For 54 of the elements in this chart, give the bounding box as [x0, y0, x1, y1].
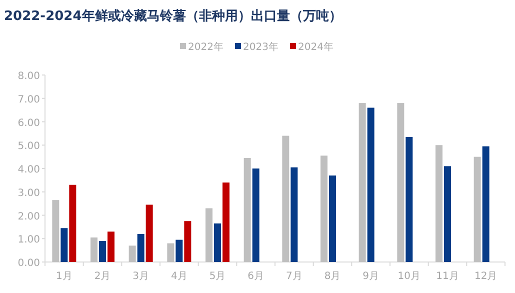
bar: [206, 208, 212, 262]
bar: [290, 167, 298, 262]
x-tick-label: 2月: [94, 271, 111, 282]
bar: [69, 184, 76, 262]
y-tick-label: 1.00: [18, 234, 40, 246]
bar: [252, 168, 260, 262]
bar: [329, 176, 336, 262]
legend-label: 2024年: [298, 41, 334, 53]
legend-label: 2022年: [188, 41, 224, 53]
y-tick-label: 5.00: [18, 141, 40, 152]
x-tick-label: 1月: [56, 271, 72, 282]
y-tick-label: 7.00: [18, 94, 40, 106]
chart-title: 2022-2024年鲜或冷藏马铃薯（非种用）出口量（万吨）: [4, 8, 342, 24]
x-tick-label: 9月: [362, 271, 380, 282]
bar: [90, 237, 98, 262]
bar: [320, 156, 328, 262]
bar: [99, 240, 106, 262]
bar: [436, 145, 442, 262]
y-tick-label: 0.00: [18, 258, 40, 269]
legend-label: 2023年: [243, 41, 278, 53]
bar: [358, 103, 366, 262]
bar: [52, 200, 60, 262]
bar: [137, 234, 144, 262]
x-tick-label: 8月: [324, 271, 341, 282]
x-tick-label: 11月: [436, 271, 459, 282]
y-tick-label: 4.00: [18, 164, 40, 176]
bar: [222, 182, 230, 262]
x-tick-label: 7月: [286, 271, 302, 282]
bar: [406, 136, 413, 262]
x-tick-label: 5月: [209, 271, 226, 282]
bar: [474, 156, 481, 262]
bar: [444, 166, 451, 262]
x-tick-label: 3月: [132, 271, 150, 282]
bar: [60, 228, 68, 262]
bar: [397, 103, 404, 262]
bar: [282, 136, 290, 262]
bar: [167, 243, 174, 262]
bar: [176, 240, 183, 262]
bar: [184, 221, 192, 262]
y-tick-label: 3.00: [18, 188, 40, 199]
y-tick-label: 2.00: [18, 211, 40, 222]
bar: [367, 108, 374, 262]
bar: [146, 204, 153, 262]
bar: [244, 158, 251, 262]
y-tick-label: 8.00: [18, 71, 40, 82]
bar: [214, 223, 221, 262]
bar: [128, 246, 136, 262]
bar: [482, 146, 490, 262]
x-tick-label: 4月: [170, 271, 188, 282]
x-tick-label: 12月: [474, 271, 498, 282]
x-tick-label: 6月: [248, 271, 264, 282]
bar: [108, 232, 114, 262]
x-tick-label: 10月: [398, 271, 421, 282]
y-tick-label: 6.00: [18, 118, 40, 129]
